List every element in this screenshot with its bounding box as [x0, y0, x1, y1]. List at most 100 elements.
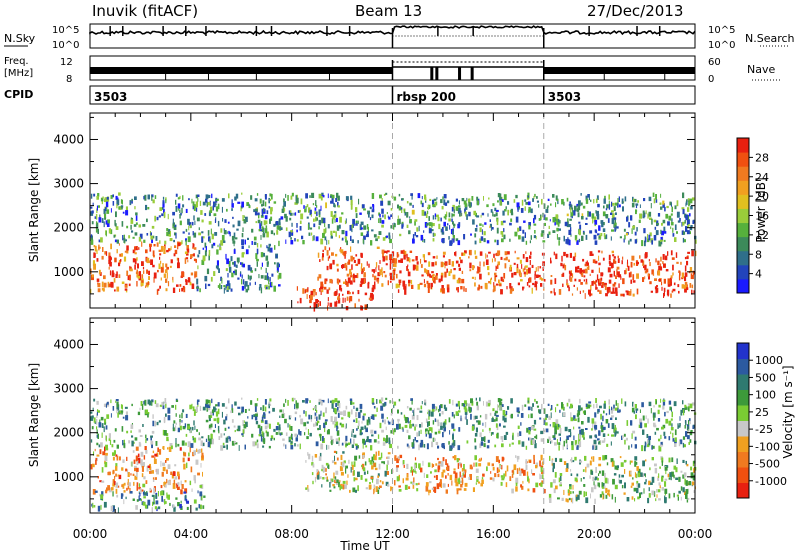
scatter-cell	[458, 200, 460, 205]
scatter-cell	[383, 271, 386, 274]
scatter-cell	[514, 231, 518, 237]
scatter-cell	[530, 235, 532, 240]
scatter-cell	[437, 457, 439, 461]
scatter-cell	[677, 425, 681, 428]
scatter-cell	[428, 226, 431, 229]
scatter-cell	[374, 430, 377, 434]
scatter-cell	[648, 211, 652, 217]
scatter-cell	[529, 255, 532, 259]
scatter-cell	[559, 428, 562, 434]
scatter-cell	[418, 463, 421, 469]
scatter-cell	[121, 484, 123, 488]
scatter-cell	[662, 399, 666, 402]
scatter-cell	[596, 195, 599, 200]
scatter-cell	[540, 283, 543, 287]
scatter-cell	[468, 406, 470, 412]
scatter-cell	[405, 284, 407, 290]
scatter-cell	[528, 209, 530, 214]
scatter-cell	[608, 194, 610, 200]
scatter-cell	[230, 288, 233, 292]
scatter-cell	[145, 438, 147, 444]
scatter-cell	[305, 288, 309, 293]
scatter-cell	[296, 223, 298, 228]
scatter-cell	[185, 433, 188, 437]
scatter-cell	[434, 201, 437, 207]
scatter-cell	[503, 473, 505, 479]
scatter-cell	[488, 197, 490, 200]
scatter-cell	[540, 233, 544, 237]
scatter-cell	[116, 286, 120, 292]
scatter-cell	[262, 405, 265, 412]
scatter-cell	[358, 298, 360, 302]
scatter-cell	[618, 478, 620, 483]
scatter-cell	[515, 482, 518, 486]
scatter-cell	[191, 426, 194, 431]
scatter-cell	[469, 202, 472, 208]
scatter-cell	[337, 279, 341, 283]
colorbar-tick-label: -1000	[755, 475, 787, 488]
scatter-cell	[256, 243, 259, 248]
scatter-cell	[582, 290, 585, 293]
scatter-cell	[259, 198, 262, 204]
scatter-cell	[300, 213, 304, 220]
scatter-cell	[342, 251, 345, 255]
scatter-cell	[134, 475, 138, 480]
scatter-cell	[260, 407, 262, 411]
scatter-cell	[479, 432, 482, 438]
scatter-cell	[259, 229, 263, 232]
scatter-cell	[134, 258, 137, 265]
scatter-cell	[673, 401, 677, 407]
scatter-cell	[377, 473, 380, 477]
scatter-cell	[134, 232, 138, 236]
scatter-cell	[387, 420, 389, 423]
scatter-cell	[602, 272, 604, 276]
scatter-cell	[125, 415, 129, 421]
scatter-cell	[500, 481, 503, 486]
scatter-cell	[276, 230, 279, 235]
scatter-cell	[630, 271, 632, 278]
scatter-cell	[449, 240, 453, 246]
scatter-cell	[497, 398, 501, 403]
scatter-cell	[517, 456, 519, 462]
scatter-cell	[503, 220, 506, 223]
power-colorbar-title: Power [dB]	[754, 177, 768, 242]
scatter-cell	[687, 407, 690, 412]
scatter-cell	[597, 233, 600, 236]
scatter-cell	[144, 492, 148, 496]
scatter-cell	[361, 463, 365, 470]
scatter-cell	[664, 255, 668, 261]
scatter-cell	[412, 409, 414, 413]
scatter-cell	[559, 483, 562, 487]
scatter-cell	[415, 483, 418, 486]
scatter-cell	[170, 246, 172, 251]
scatter-cell	[352, 429, 354, 433]
scatter-cell	[564, 221, 568, 227]
scatter-cell	[648, 196, 652, 202]
scatter-cell	[320, 410, 322, 416]
scatter-cell	[115, 463, 118, 468]
scatter-cell	[474, 282, 476, 287]
scatter-cell	[126, 270, 129, 276]
scatter-cell	[684, 215, 687, 219]
scatter-cell	[476, 224, 478, 228]
scatter-cell	[534, 443, 537, 449]
scatter-cell	[379, 217, 382, 224]
scatter-cell	[207, 202, 211, 206]
scatter-cell	[195, 207, 198, 212]
scatter-cell	[319, 433, 322, 438]
scatter-cell	[663, 263, 666, 268]
scatter-cell	[172, 471, 176, 476]
scatter-cell	[306, 436, 309, 440]
scatter-cell	[550, 441, 552, 444]
scatter-cell	[353, 405, 355, 409]
scatter-cell	[656, 222, 659, 226]
scatter-cell	[266, 431, 269, 437]
scatter-cell	[586, 266, 588, 270]
scatter-cell	[492, 408, 495, 412]
scatter-cell	[254, 198, 258, 202]
scatter-cell	[152, 478, 155, 482]
scatter-cell	[105, 444, 108, 451]
scatter-cell	[627, 259, 628, 264]
scatter-cell	[378, 212, 381, 216]
